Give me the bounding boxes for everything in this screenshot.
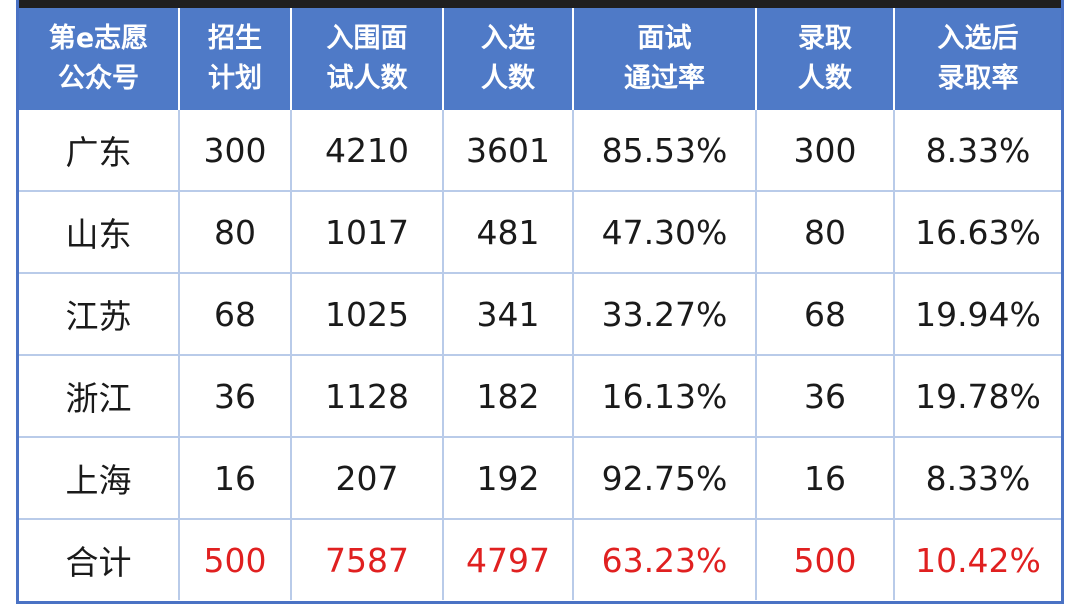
cell-plan: 68	[179, 273, 292, 356]
cell-interview: 1128	[291, 355, 444, 438]
cell-admitted: 300	[756, 110, 895, 192]
cell-plan: 300	[179, 110, 292, 192]
cell-admit-rate: 16.63%	[894, 191, 1061, 274]
total-selected: 4797	[443, 519, 574, 600]
cell-interview: 207	[291, 437, 444, 520]
header-admitted-count: 录取 人数	[756, 8, 895, 110]
cell-admitted: 16	[756, 437, 895, 520]
cell-plan: 36	[179, 355, 292, 438]
cell-pass-rate: 47.30%	[573, 191, 757, 274]
cell-region: 山东	[19, 191, 180, 274]
table-row: 江苏 68 1025 341 33.27% 68 19.94%	[19, 273, 1061, 356]
header-interview-count: 入围面 试人数	[291, 8, 444, 110]
header-plan: 招生 计划	[179, 8, 292, 110]
cell-selected: 481	[443, 191, 574, 274]
header-pass-rate: 面试 通过率	[573, 8, 757, 110]
cropped-caption-strip	[19, 0, 1061, 8]
cell-interview: 4210	[291, 110, 444, 192]
cell-interview: 1025	[291, 273, 444, 356]
cell-selected: 341	[443, 273, 574, 356]
total-label: 合计	[19, 519, 180, 600]
header-row: 第e志愿 公众号 招生 计划 入围面 试人数 入选 人数 面试 通过率	[19, 8, 1061, 110]
header-region: 第e志愿 公众号	[19, 8, 180, 110]
cell-admitted: 68	[756, 273, 895, 356]
table-row: 上海 16 207 192 92.75% 16 8.33%	[19, 437, 1061, 520]
total-admitted: 500	[756, 519, 895, 600]
table-row: 广东 300 4210 3601 85.53% 300 8.33%	[19, 110, 1061, 192]
admission-stats-table: 第e志愿 公众号 招生 计划 入围面 试人数 入选 人数 面试 通过率	[19, 8, 1061, 600]
total-plan: 500	[179, 519, 292, 600]
table-row: 浙江 36 1128 182 16.13% 36 19.78%	[19, 355, 1061, 438]
total-pass-rate: 63.23%	[573, 519, 757, 600]
cell-selected: 3601	[443, 110, 574, 192]
cell-admit-rate: 19.78%	[894, 355, 1061, 438]
cell-admit-rate: 8.33%	[894, 437, 1061, 520]
total-interview: 7587	[291, 519, 444, 600]
cell-selected: 192	[443, 437, 574, 520]
cell-pass-rate: 33.27%	[573, 273, 757, 356]
cell-region: 江苏	[19, 273, 180, 356]
cell-pass-rate: 85.53%	[573, 110, 757, 192]
cell-admit-rate: 19.94%	[894, 273, 1061, 356]
total-admit-rate: 10.42%	[915, 540, 1041, 580]
cell-region: 浙江	[19, 355, 180, 438]
cell-pass-rate: 92.75%	[573, 437, 757, 520]
total-row: 合计 500 7587 4797 63.23% 500 10.42%	[19, 519, 1061, 600]
cell-plan: 16	[179, 437, 292, 520]
cell-admit-rate: 8.33%	[894, 110, 1061, 192]
admission-table-frame: 第e志愿 公众号 招生 计划 入围面 试人数 入选 人数 面试 通过率	[16, 0, 1064, 604]
cell-admitted: 36	[756, 355, 895, 438]
header-selected-count: 入选 人数	[443, 8, 574, 110]
cell-plan: 80	[179, 191, 292, 274]
cell-pass-rate: 16.13%	[573, 355, 757, 438]
cell-region: 广东	[19, 110, 180, 192]
header-admit-rate: 入选后 录取率	[894, 8, 1061, 110]
cell-selected: 182	[443, 355, 574, 438]
cell-region: 上海	[19, 437, 180, 520]
cell-interview: 1017	[291, 191, 444, 274]
cell-admitted: 80	[756, 191, 895, 274]
table-row: 山东 80 1017 481 47.30% 80 16.63%	[19, 191, 1061, 274]
